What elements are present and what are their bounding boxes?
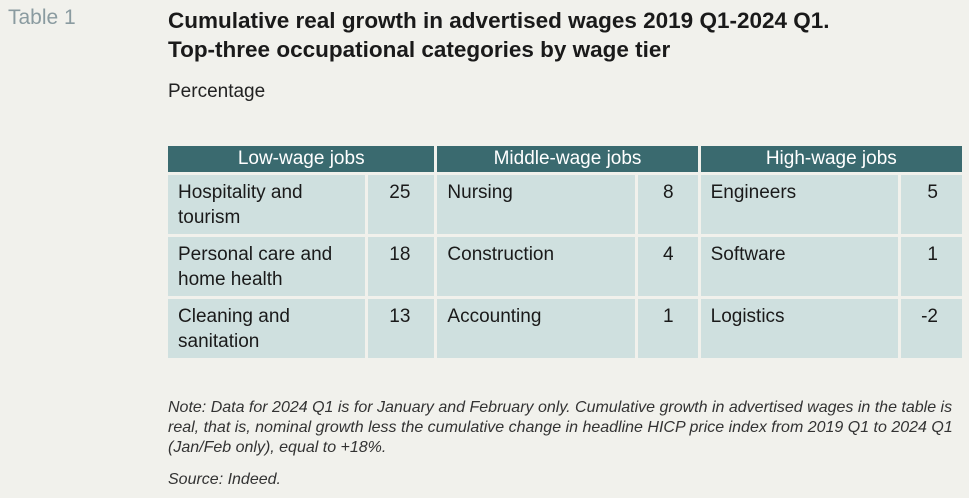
header-high-wage: High-wage jobs (700, 146, 962, 172)
high-wage-occupation: Software (700, 237, 898, 296)
table-row: Hospitality and tourism 25 Nursing 8 Eng… (168, 175, 962, 234)
header-row: Low-wage jobs Middle-wage jobs High-wage… (168, 146, 962, 172)
table-number-label: Table 1 (8, 6, 76, 29)
low-wage-value: 25 (368, 175, 435, 234)
middle-wage-value: 8 (637, 175, 698, 234)
low-wage-value: 18 (368, 237, 435, 296)
low-wage-occupation: Hospitality and tourism (168, 175, 366, 234)
high-wage-occupation: Logistics (700, 299, 898, 358)
wage-growth-table: Low-wage jobs Middle-wage jobs High-wage… (165, 143, 965, 361)
table-source: Source: Indeed. (168, 471, 281, 488)
low-wage-occupation: Personal care and home health (168, 237, 366, 296)
high-wage-value: -2 (900, 299, 962, 358)
table-row: Cleaning and sanitation 13 Accounting 1 … (168, 299, 962, 358)
header-low-wage: Low-wage jobs (168, 146, 435, 172)
table-title: Cumulative real growth in advertised wag… (168, 6, 958, 64)
header-middle-wage: Middle-wage jobs (437, 146, 698, 172)
middle-wage-value: 1 (637, 299, 698, 358)
high-wage-value: 5 (900, 175, 962, 234)
table-note: Note: Data for 2024 Q1 is for January an… (168, 399, 953, 456)
title-line-2: Top-three occupational categories by wag… (168, 37, 671, 62)
table-subtitle: Percentage (168, 81, 266, 102)
middle-wage-value: 4 (637, 237, 698, 296)
middle-wage-occupation: Nursing (437, 175, 635, 234)
high-wage-occupation: Engineers (700, 175, 898, 234)
high-wage-value: 1 (900, 237, 962, 296)
low-wage-value: 13 (368, 299, 435, 358)
middle-wage-occupation: Accounting (437, 299, 635, 358)
table-row: Personal care and home health 18 Constru… (168, 237, 962, 296)
middle-wage-occupation: Construction (437, 237, 635, 296)
title-line-1: Cumulative real growth in advertised wag… (168, 8, 830, 33)
low-wage-occupation: Cleaning and sanitation (168, 299, 366, 358)
